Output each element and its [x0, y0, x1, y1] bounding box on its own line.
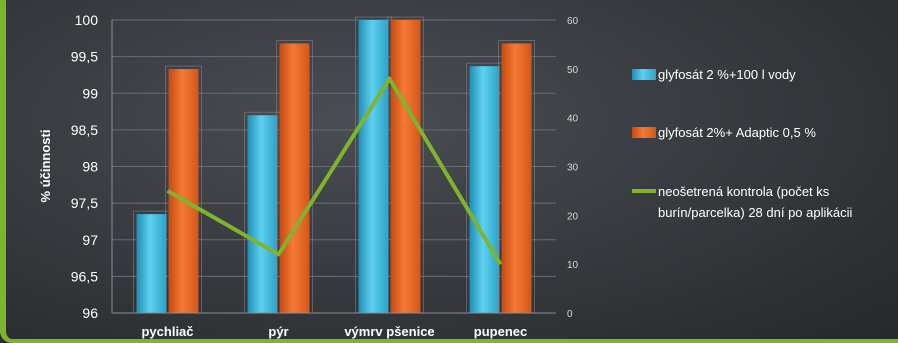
y2-tick-label: 30 — [567, 163, 579, 174]
y2-tick-label: 60 — [567, 16, 579, 27]
y2-tick-label: 0 — [567, 309, 573, 320]
bar — [390, 20, 421, 313]
legend: glyfosát 2 %+100 l vody glyfosát 2%+ Adap… — [632, 67, 853, 220]
legend-swatch — [632, 127, 656, 138]
y-axis-label: % účinnosti — [38, 130, 53, 203]
line-series-path — [166, 76, 503, 266]
bar — [136, 214, 167, 313]
legend-label: neošetrená kontrola (počet ks — [658, 184, 830, 199]
y-tick-label: 99 — [82, 85, 98, 101]
y-tick-label: 97 — [82, 232, 98, 248]
x-tick-label: pychliač — [141, 324, 193, 339]
bar — [279, 43, 310, 313]
x-tick-label: pýr — [268, 324, 288, 339]
y-tick-label: 100 — [75, 12, 99, 28]
axes: 10099,59998,59897,59796,5966050403020100… — [71, 12, 579, 339]
y-tick-label: 98,5 — [71, 122, 98, 138]
y2-tick-label: 40 — [567, 114, 579, 125]
bar — [358, 20, 389, 313]
legend-label: burín/parcelka) 28 dní po aplikácii — [658, 205, 853, 220]
bars — [133, 16, 535, 314]
bar — [247, 115, 278, 313]
legend-label: glyfosát 2%+ Adaptic 0,5 % — [658, 125, 816, 140]
x-tick-label: pupenec — [474, 324, 527, 339]
bar — [501, 43, 532, 313]
y2-tick-label: 20 — [567, 211, 579, 222]
y-tick-label: 97,5 — [71, 195, 98, 211]
bar — [168, 69, 199, 313]
y-tick-label: 96 — [82, 305, 98, 321]
x-tick-label: výmrv pšenice — [344, 324, 434, 339]
bar — [469, 66, 500, 314]
line-series — [166, 76, 503, 266]
y2-tick-label: 50 — [567, 65, 579, 76]
legend-swatch — [632, 69, 656, 80]
y-tick-label: 99,5 — [71, 49, 98, 65]
legend-label: glyfosát 2 %+100 l vody — [658, 67, 796, 82]
y-tick-label: 98 — [82, 159, 98, 175]
y2-tick-label: 10 — [567, 260, 579, 271]
y-tick-label: 96,5 — [71, 268, 98, 284]
